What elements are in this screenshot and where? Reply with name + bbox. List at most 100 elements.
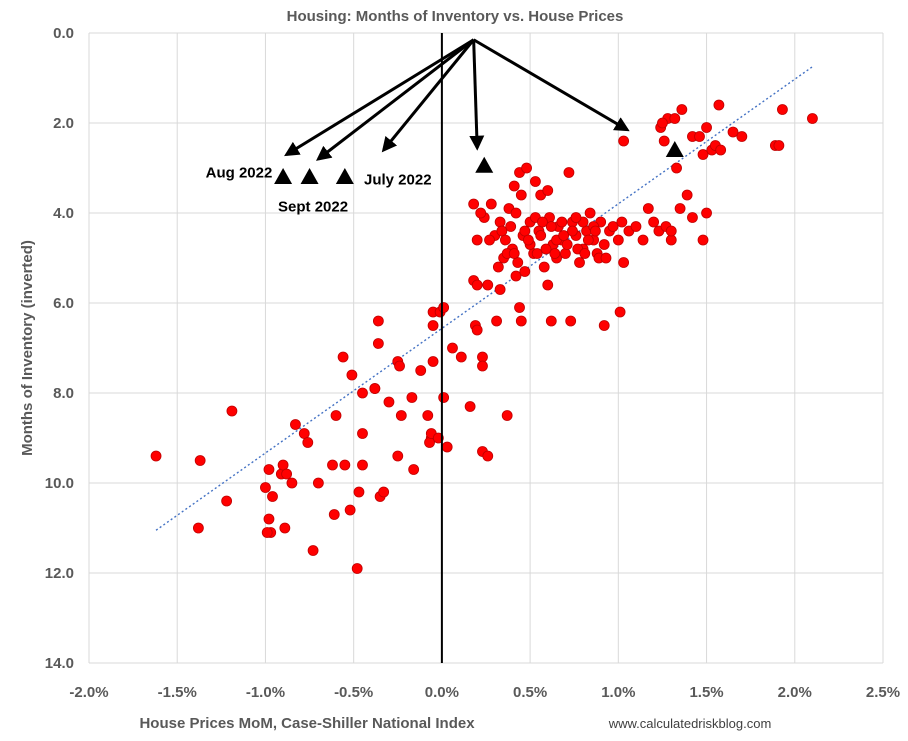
highlight-triangle: [274, 168, 293, 184]
data-point: [715, 144, 727, 156]
highlight-triangle: [335, 168, 354, 184]
data-point: [549, 248, 561, 259]
data-point: [514, 302, 525, 313]
data-point: [290, 419, 301, 430]
data-point: [669, 113, 681, 124]
data-point: [598, 239, 610, 250]
data-point: [491, 315, 502, 327]
gridlines: [88, 32, 884, 664]
data-point: [648, 216, 660, 228]
data-point: [681, 189, 693, 201]
data-point: [312, 477, 324, 489]
data-point: [281, 468, 293, 480]
data-point: [339, 459, 351, 471]
data-point: [561, 239, 573, 250]
y-tick-label: 10.0: [45, 475, 74, 492]
data-point: [327, 459, 338, 471]
data-point: [192, 522, 204, 534]
data-point: [494, 284, 506, 295]
data-point: [307, 545, 319, 556]
data-point: [510, 207, 522, 219]
data-point: [598, 320, 610, 331]
data-point: [694, 131, 705, 142]
data-point: [500, 234, 511, 246]
data-point: [505, 221, 517, 232]
data-point: [713, 99, 725, 111]
data-point: [484, 234, 495, 246]
data-point: [267, 491, 278, 502]
x-tick-label: -1.0%: [246, 684, 285, 701]
data-point: [369, 383, 381, 394]
data-point: [471, 279, 483, 291]
data-point: [226, 405, 238, 417]
data-point: [427, 356, 439, 367]
data-point: [357, 459, 368, 471]
data-point: [485, 198, 497, 210]
data-point: [477, 351, 488, 363]
data-point: [475, 207, 487, 219]
data-points: [150, 99, 818, 574]
data-point: [508, 248, 520, 259]
data-point: [406, 392, 418, 403]
data-point: [589, 225, 601, 237]
data-point: [351, 563, 363, 574]
x-tick-label: -0.5%: [334, 684, 373, 701]
data-point: [560, 248, 571, 259]
data-point: [530, 176, 541, 187]
data-point: [298, 428, 310, 439]
x-axis-label: House Prices MoM, Case-Shiller National …: [139, 715, 475, 732]
x-tick-label: 1.5%: [689, 684, 723, 701]
annotation-label: July 2022: [364, 171, 432, 188]
data-point: [353, 486, 365, 498]
y-tick-label: 12.0: [45, 565, 74, 582]
data-point: [260, 482, 271, 493]
data-point: [542, 185, 554, 196]
data-point: [522, 234, 534, 246]
data-point: [563, 167, 575, 178]
data-point: [545, 315, 557, 327]
data-point: [556, 216, 568, 228]
data-point: [614, 306, 626, 318]
data-point: [701, 207, 712, 219]
data-point: [531, 248, 543, 259]
data-point: [346, 369, 358, 381]
data-point: [263, 464, 275, 475]
data-point: [150, 450, 162, 462]
data-point: [600, 252, 612, 264]
data-point: [438, 392, 450, 403]
data-point: [447, 342, 458, 354]
data-point: [408, 464, 420, 475]
y-axis-ticks: 0.0 2.0 4.0 6.0 8.0 10.0 12.0 14.0: [45, 25, 74, 672]
data-point: [394, 360, 405, 372]
data-point: [302, 437, 314, 448]
data-point: [570, 212, 582, 223]
data-point: [697, 234, 709, 246]
y-tick-label: 4.0: [53, 205, 74, 222]
data-point: [392, 450, 404, 462]
data-point: [468, 198, 480, 210]
data-point: [501, 410, 513, 421]
data-point: [535, 230, 547, 241]
data-point: [542, 279, 554, 291]
data-point: [395, 410, 407, 421]
data-point: [496, 225, 508, 237]
data-point: [441, 441, 453, 453]
data-point: [582, 234, 594, 246]
data-point: [471, 234, 483, 246]
data-point: [383, 396, 395, 408]
data-point: [328, 509, 340, 520]
data-point: [455, 351, 467, 363]
data-point: [657, 117, 668, 129]
data-point: [665, 234, 677, 246]
data-point: [482, 279, 494, 291]
chart-title: Housing: Months of Inventory vs. House P…: [287, 8, 624, 25]
trendline: [155, 66, 813, 531]
data-point: [508, 180, 520, 192]
data-point: [558, 230, 570, 241]
data-point: [565, 315, 577, 327]
data-point: [515, 189, 527, 201]
data-point: [194, 455, 206, 466]
data-point: [519, 225, 531, 237]
